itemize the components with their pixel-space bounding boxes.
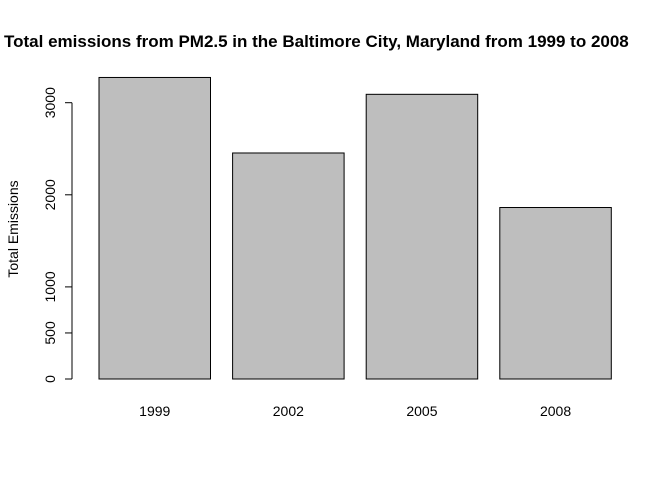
- y-tick-label: 0: [42, 375, 58, 383]
- y-tick-label: 3000: [42, 87, 58, 118]
- bar-2008: [499, 207, 612, 380]
- y-axis: 0 500 1000 2000 3000: [42, 87, 73, 383]
- chart-title: Total emissions from PM2.5 in the Baltim…: [4, 32, 629, 51]
- bar-1999: [98, 76, 211, 380]
- x-tick-label-2002: 2002: [273, 403, 304, 419]
- bars-group: [98, 76, 612, 380]
- x-tick-label-1999: 1999: [139, 403, 170, 419]
- y-tick-label: 500: [42, 321, 58, 345]
- bar-2002: [232, 152, 345, 380]
- y-tick-label: 2000: [42, 179, 58, 210]
- bar-2005: [365, 93, 479, 380]
- x-tick-label-2008: 2008: [540, 403, 571, 419]
- x-tick-label-2005: 2005: [406, 403, 437, 419]
- y-axis-label: Total Emissions: [5, 180, 21, 277]
- y-tick-label: 1000: [42, 271, 58, 302]
- x-tick-labels: 1999 2002 2005 2008: [139, 403, 571, 419]
